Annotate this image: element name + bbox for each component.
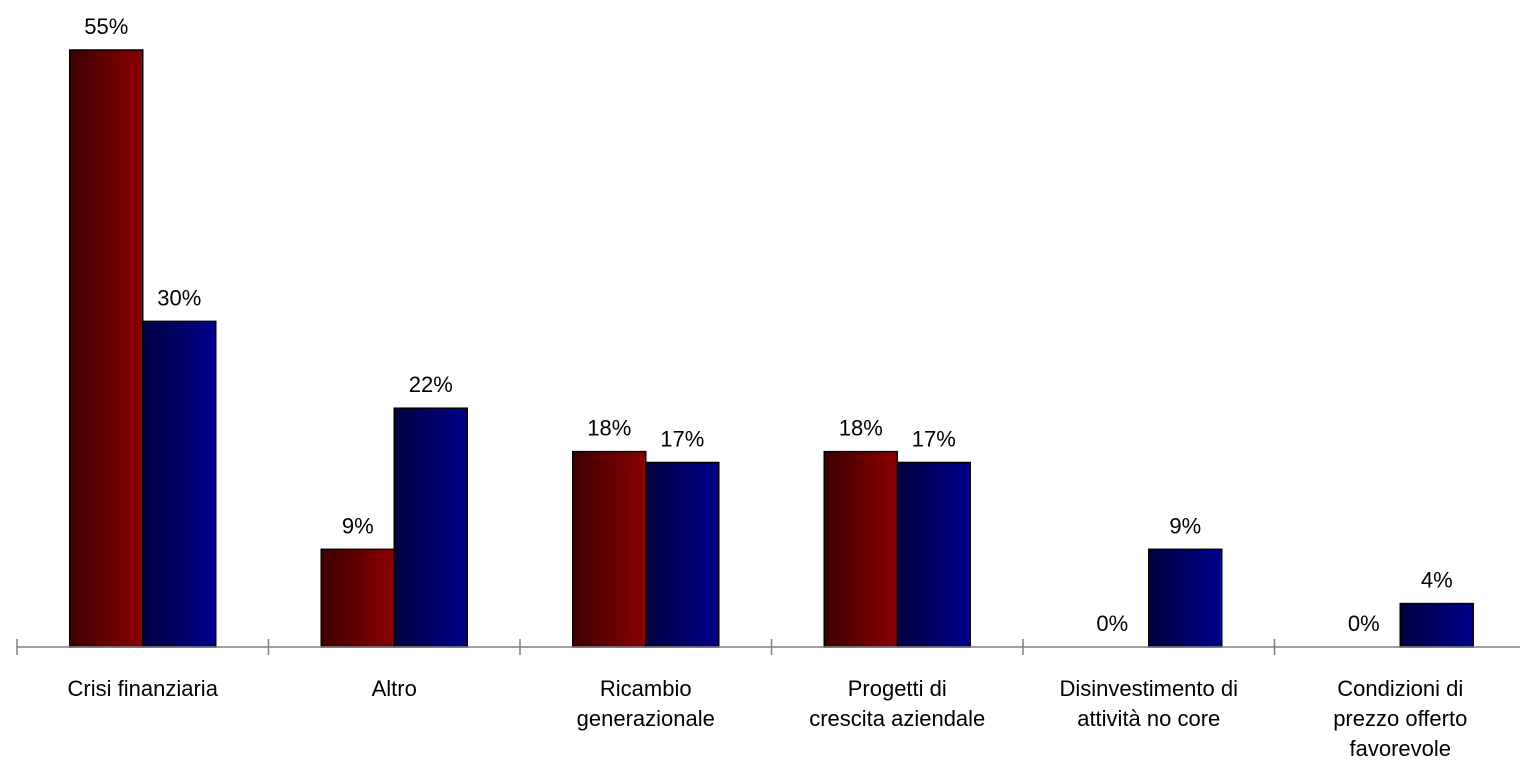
- value-label-series2-cat1: 30%: [157, 285, 201, 310]
- value-label-series2-cat3: 17%: [660, 426, 704, 451]
- bar-series1-cat3: [572, 450, 647, 648]
- value-label-series1-cat5: 0%: [1096, 611, 1128, 636]
- value-label-series1-cat1: 55%: [84, 14, 128, 39]
- category-label-3: Ricambio generazionale: [577, 676, 715, 731]
- value-label-series2-cat5: 9%: [1169, 513, 1201, 538]
- category-label-5: Disinvestimento di attività no core: [1059, 676, 1238, 731]
- value-label-series1-cat3: 18%: [587, 416, 631, 441]
- category-labels: Crisi finanziaria Altro Ricambio generazion…: [68, 676, 1468, 761]
- value-label-series2-cat6: 4%: [1421, 568, 1453, 593]
- value-label-series2-cat4: 17%: [912, 426, 956, 451]
- bar-series1-cat1: [69, 49, 144, 648]
- bar-series2-cat5: [1148, 548, 1223, 648]
- value-labels: 55% 30% 9% 22% 18% 17% 18% 17% 0% 9% 0% 4%: [84, 14, 1452, 636]
- bar-series2-cat1: [142, 320, 217, 648]
- bars-layer: [69, 49, 1474, 648]
- category-label-2: Altro: [372, 676, 417, 701]
- bar-series2-cat6: [1399, 602, 1474, 648]
- bar-series2-cat3: [645, 461, 720, 648]
- bar-series2-cat4: [896, 461, 971, 648]
- bar-series2-cat2: [393, 407, 468, 648]
- value-label-series1-cat6: 0%: [1348, 611, 1380, 636]
- value-label-series1-cat2: 9%: [342, 513, 374, 538]
- bar-series1-cat4: [823, 450, 898, 648]
- x-axis: [16, 639, 1520, 655]
- category-label-4: Progetti di crescita aziendale: [809, 676, 985, 731]
- bar-series1-cat2: [320, 548, 395, 648]
- category-label-6: Condizioni di prezzo offerto favorevole: [1333, 676, 1467, 761]
- category-label-1: Crisi finanziaria: [68, 676, 219, 701]
- value-label-series1-cat4: 18%: [839, 416, 883, 441]
- value-label-series2-cat2: 22%: [409, 372, 453, 397]
